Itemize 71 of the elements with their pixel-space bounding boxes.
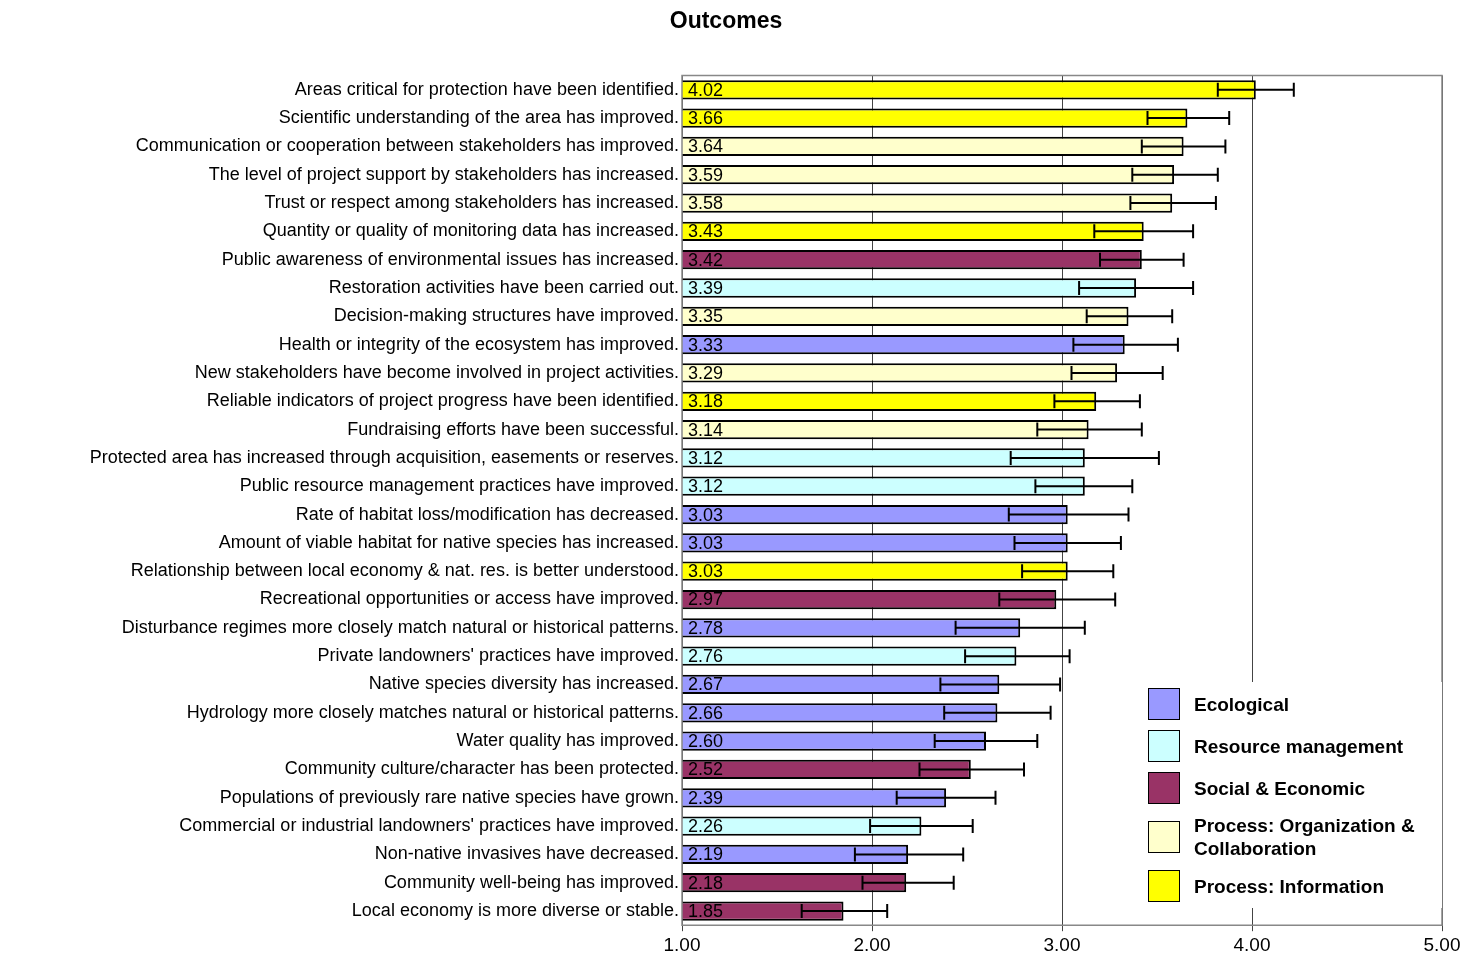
data-label: 2.52 xyxy=(688,759,724,780)
y-tick-label: Relationship between local economy & nat. res. is better understood. xyxy=(130,560,679,581)
y-tick-label: Communication or cooperation between stakeholders has improved. xyxy=(135,135,679,156)
data-label: 3.35 xyxy=(688,306,724,327)
x-tick-label: 3.00 xyxy=(1043,933,1081,955)
y-tick-label: Community culture/character has been protected. xyxy=(284,758,679,779)
data-label: 2.60 xyxy=(688,731,724,752)
y-tick-label: Public resource management practices have improved. xyxy=(239,475,679,496)
y-tick-label: Community well-being has improved. xyxy=(383,871,679,892)
y-tick-label: Rate of habitat loss/modification has decreased. xyxy=(295,503,679,524)
y-tick-label: Decision-making structures have improved. xyxy=(333,305,679,326)
y-tick-label: The level of project support by stakeholders has increased. xyxy=(208,163,679,184)
legend-label: Ecological xyxy=(1194,692,1291,716)
data-label: 3.42 xyxy=(688,249,724,270)
data-label: 2.19 xyxy=(688,844,724,865)
data-label: 3.29 xyxy=(688,362,724,383)
data-label: 2.67 xyxy=(688,674,724,695)
y-tick-label: Private landowners' practices have improved. xyxy=(317,645,679,666)
legend-label: Process: Information xyxy=(1194,874,1386,898)
y-tick-label: Local economy is more diverse or stable. xyxy=(351,900,679,921)
y-tick-label: New stakeholders have become involved in project activities. xyxy=(194,361,679,382)
data-label: 3.18 xyxy=(688,391,724,412)
data-label: 3.03 xyxy=(688,532,724,553)
y-tick-label: Hydrology more closely matches natural or historical patterns. xyxy=(186,701,679,722)
data-label: 1.85 xyxy=(688,901,724,922)
y-tick-label: Restoration activities have been carried out. xyxy=(328,276,679,297)
y-tick-label: Quantity or quality of monitoring data has increased. xyxy=(262,220,679,241)
data-label: 3.03 xyxy=(688,504,724,525)
data-label: 2.39 xyxy=(688,787,724,808)
y-tick-label: Areas critical for protection have been identified. xyxy=(294,78,679,99)
y-tick-label: Health or integrity of the ecosystem has improved. xyxy=(278,333,679,354)
x-tick-label: 2.00 xyxy=(853,933,891,955)
data-label: 3.66 xyxy=(688,108,724,129)
y-tick-label: Reliable indicators of project progress have been identified. xyxy=(206,390,679,411)
data-label: 3.12 xyxy=(688,447,724,468)
y-tick-label: Amount of viable habitat for native species has increased. xyxy=(218,531,679,552)
data-label: 2.97 xyxy=(688,589,724,610)
y-tick-label: Trust or respect among stakeholders has increased. xyxy=(264,192,679,213)
data-label: 2.78 xyxy=(688,617,724,638)
y-tick-label: Recreational opportunities or access have improved. xyxy=(259,588,679,609)
legend-label: Process: Organization & Collaboration xyxy=(1194,814,1416,860)
y-tick-label: Water quality has improved. xyxy=(456,730,679,751)
data-label: 3.59 xyxy=(688,164,724,185)
x-tick-label: 4.00 xyxy=(1233,933,1271,955)
data-label: 3.64 xyxy=(688,136,724,157)
y-tick-label: Public awareness of environmental issues has increased. xyxy=(221,248,679,269)
y-tick-label: Non-native invasives have decreased. xyxy=(374,843,679,864)
data-label: 3.14 xyxy=(688,419,724,440)
y-tick-label: Populations of previously rare native species have grown. xyxy=(219,786,679,807)
data-label: 4.02 xyxy=(688,79,724,100)
data-label: 3.12 xyxy=(688,476,724,497)
y-tick-label: Scientific understanding of the area has improved. xyxy=(278,107,679,128)
data-label: 3.39 xyxy=(688,277,724,298)
x-tick-label: 5.00 xyxy=(1423,933,1461,955)
data-label: 3.33 xyxy=(688,334,724,355)
data-label: 3.43 xyxy=(688,221,724,242)
y-tick-label: Native species diversity has increased. xyxy=(368,673,679,694)
x-tick-label: 1.00 xyxy=(663,933,701,955)
data-label: 2.76 xyxy=(688,646,724,667)
legend-label: Resource management xyxy=(1194,734,1405,758)
data-label: 3.03 xyxy=(688,561,724,582)
data-label: 2.26 xyxy=(688,816,724,837)
y-tick-label: Commercial or industrial landowners' practices have improved. xyxy=(179,815,679,836)
y-tick-label: Disturbance regimes more closely match natural or historical patterns. xyxy=(121,616,679,637)
data-label: 2.18 xyxy=(688,872,724,893)
data-label: 2.66 xyxy=(688,702,724,723)
y-tick-label: Protected area has increased through acquisition, easements or reserves. xyxy=(89,446,679,467)
y-tick-label: Fundraising efforts have been successful. xyxy=(347,418,679,439)
legend-label: Social & Economic xyxy=(1194,776,1367,800)
chart-title: Outcomes xyxy=(669,7,783,34)
data-label: 3.58 xyxy=(688,193,724,214)
